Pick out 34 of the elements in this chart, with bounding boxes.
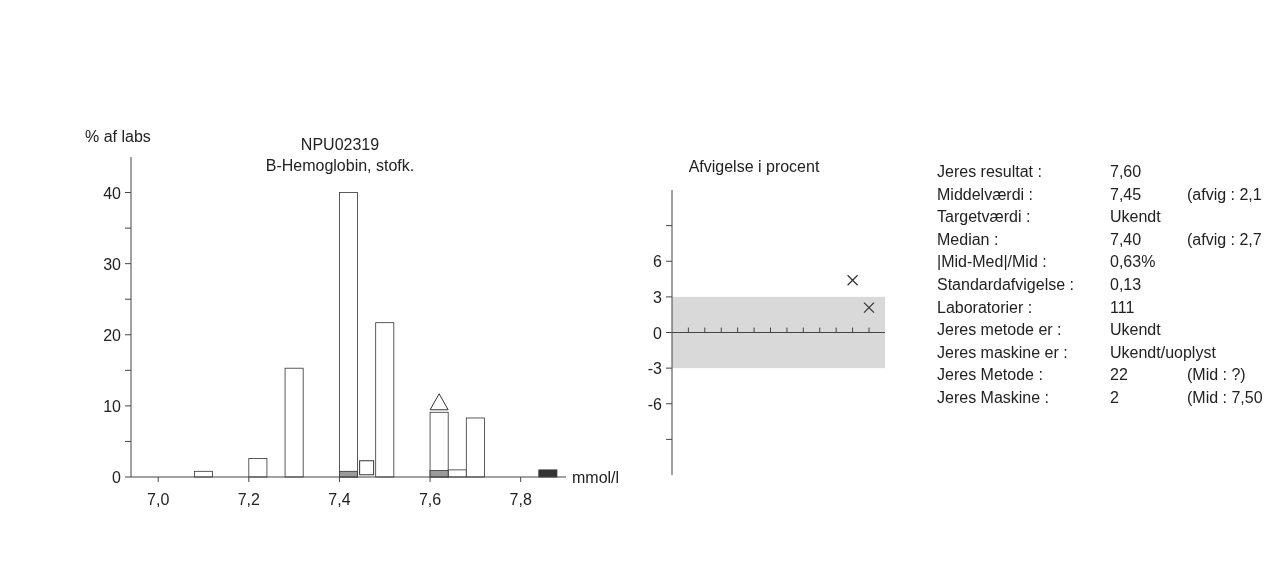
chart-subtitle: B-Hemoglobin, stofk.: [265, 157, 415, 174]
text: Jeres maskine er : Ukendt/uoplyst: [937, 343, 1216, 361]
y-tick-label: 40: [103, 184, 122, 202]
y-tick-label: 0: [112, 469, 122, 486]
text: Jeres resultat : 7,60: [937, 163, 1142, 180]
x-tick-label: 7,0: [147, 491, 170, 508]
text: Jeres metode er : Ukendt: [937, 321, 1161, 339]
chart-title: NPU02319: [300, 136, 380, 153]
bar: [248, 458, 268, 478]
bar: [538, 469, 558, 478]
text: Median : 7,40 (afvig : 2,7: [937, 230, 1262, 248]
y-tick-label: 30: [103, 255, 122, 273]
x-tick-label: 7,8: [509, 491, 532, 508]
x-axis-title: mmol/l: [572, 469, 620, 486]
x-tick-label: 7,2: [237, 491, 261, 508]
bar: [284, 367, 304, 478]
y-tick-label: -6: [647, 395, 663, 413]
y-tick-label: 20: [103, 326, 122, 344]
x-tick-label: 7,4: [328, 491, 351, 508]
x-tick-label: 7,6: [418, 491, 442, 508]
y-tick-label: 6: [653, 253, 663, 271]
y-tick-label: 0: [653, 324, 663, 342]
y-axis-title: % af labs: [85, 128, 151, 145]
y-tick-label: 3: [653, 288, 663, 306]
text: Laboratorier : 111: [937, 298, 1135, 316]
text: Standardafvigelse : 0,13: [937, 276, 1142, 293]
text: Jeres Metode : 22 (Mid : ?): [937, 366, 1246, 384]
text: |Mid-Med|/Mid : 0,63%: [937, 253, 1156, 271]
text: Jeres Maskine : 2 (Mid : 7,50: [937, 389, 1263, 406]
y-tick-label: 10: [103, 397, 122, 415]
text: Targetværdi : Ukendt: [937, 208, 1161, 226]
text: Middelværdi : 7,45 (afvig : 2,1: [937, 185, 1262, 203]
y-tick-label: -3: [647, 360, 663, 378]
chart-title: Afvigelse i procent: [688, 158, 820, 175]
